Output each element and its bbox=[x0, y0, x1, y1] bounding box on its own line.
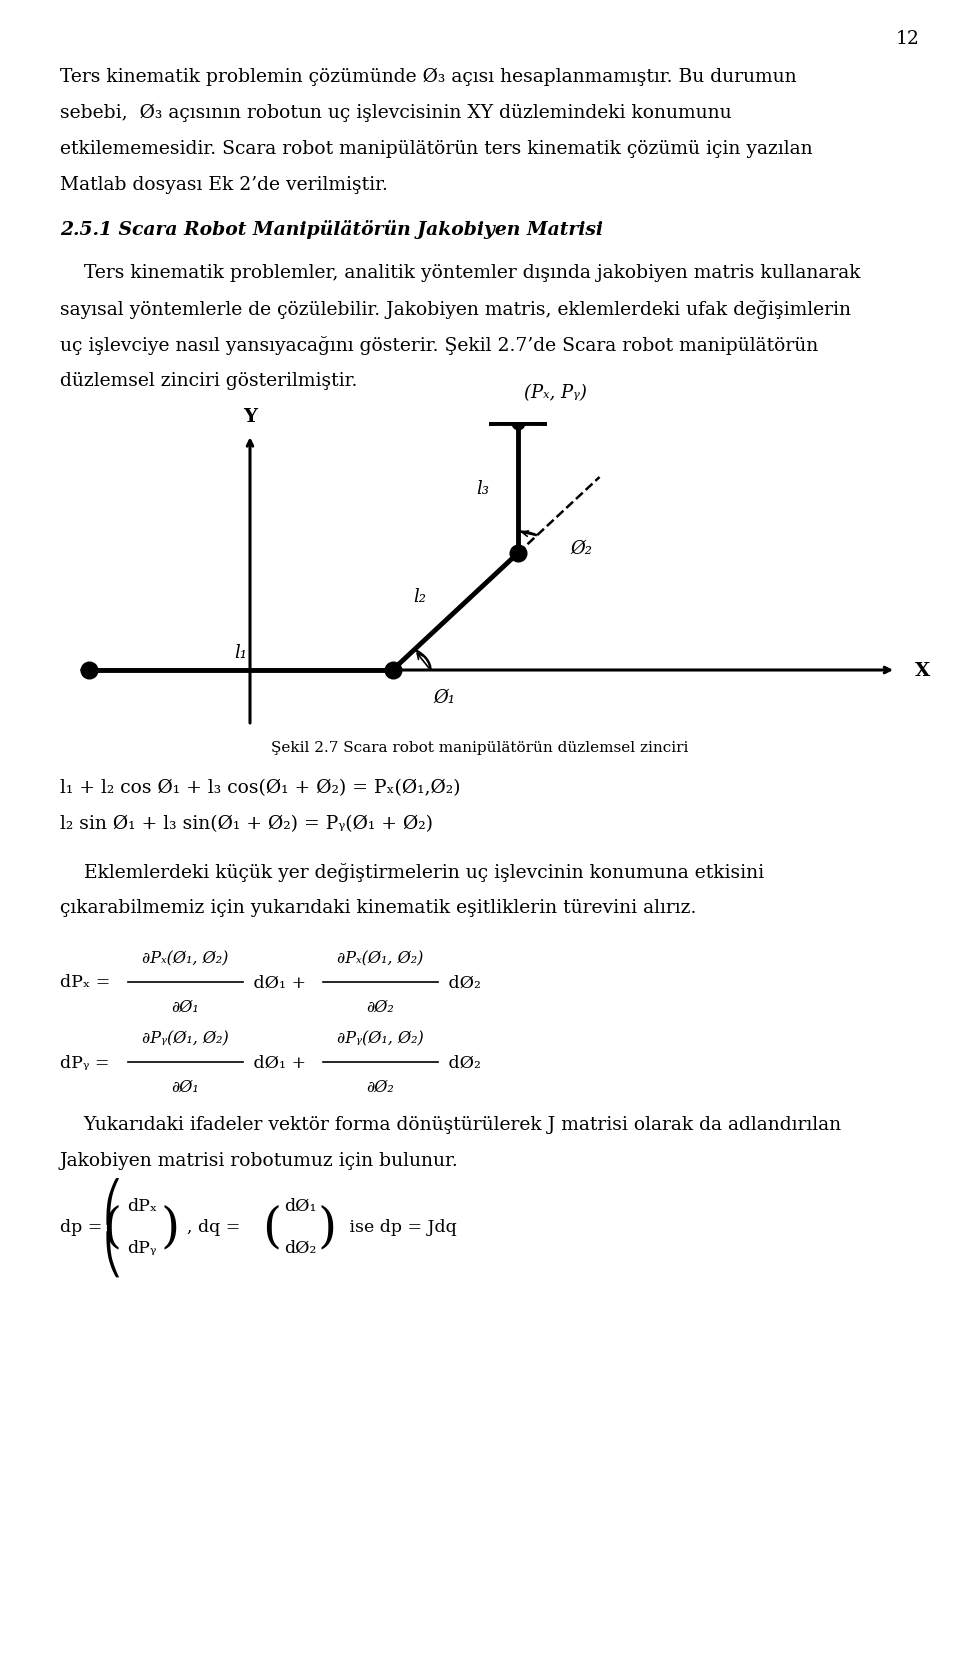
Text: Eklemlerdeki küçük yer değiştirmelerin uç işlevcinin konumuna etkisini: Eklemlerdeki küçük yer değiştirmelerin u… bbox=[60, 862, 764, 882]
Text: dPₓ =: dPₓ = bbox=[60, 973, 116, 990]
Text: l₂: l₂ bbox=[414, 587, 426, 606]
Text: ⎛
⎝: ⎛ ⎝ bbox=[103, 1176, 122, 1278]
Text: dPᵧ: dPᵧ bbox=[128, 1240, 156, 1256]
Text: (Pₓ, Pᵧ): (Pₓ, Pᵧ) bbox=[524, 384, 588, 403]
Text: dØ₁ +: dØ₁ + bbox=[248, 973, 312, 990]
Text: uç işlevciye nasıl yansıyacağını gösterir. Şekil 2.7’de Scara robot manipülätörü: uç işlevciye nasıl yansıyacağını gösteri… bbox=[60, 336, 818, 354]
Text: Ø₁: Ø₁ bbox=[434, 687, 456, 706]
Text: dPₓ: dPₓ bbox=[127, 1198, 157, 1215]
Text: sayısal yöntemlerle de çözülebilir. Jakobiyen matris, eklemlerdeki ufak değişiml: sayısal yöntemlerle de çözülebilir. Jako… bbox=[60, 300, 851, 319]
Text: ∂Ø₁: ∂Ø₁ bbox=[172, 998, 200, 1015]
Text: Matlab dosyası Ek 2’de verilmiştir.: Matlab dosyası Ek 2’de verilmiştir. bbox=[60, 176, 388, 195]
Text: etkilememesidir. Scara robot manipülätörün ters kinematik çözümü için yazılan: etkilememesidir. Scara robot manipülätör… bbox=[60, 140, 812, 158]
Text: ∂Ø₁: ∂Ø₁ bbox=[172, 1078, 200, 1095]
Text: ∂Pₓ(Ø₁, Ø₂): ∂Pₓ(Ø₁, Ø₂) bbox=[337, 950, 423, 967]
Text: düzlemsel zinciri gösterilmiştir.: düzlemsel zinciri gösterilmiştir. bbox=[60, 371, 357, 389]
Text: çıkarabilmemiz için yukarıdaki kinematik eşitliklerin türevini alırız.: çıkarabilmemiz için yukarıdaki kinematik… bbox=[60, 899, 696, 917]
Text: Jakobiyen matrisi robotumuz için bulunur.: Jakobiyen matrisi robotumuz için bulunur… bbox=[60, 1151, 459, 1170]
Text: dØ₁ +: dØ₁ + bbox=[248, 1053, 312, 1072]
Text: dØ₂: dØ₂ bbox=[443, 1053, 481, 1072]
Text: l₂ sin Ø₁ + l₃ sin(Ø₁ + Ø₂) = Pᵧ(Ø₁ + Ø₂): l₂ sin Ø₁ + l₃ sin(Ø₁ + Ø₂) = Pᵧ(Ø₁ + Ø₂… bbox=[60, 814, 433, 832]
Text: l₁: l₁ bbox=[234, 644, 247, 661]
Text: ): ) bbox=[318, 1203, 337, 1251]
Text: dPᵧ =: dPᵧ = bbox=[60, 1053, 115, 1072]
Text: l₃: l₃ bbox=[476, 479, 490, 498]
Text: (: ( bbox=[103, 1203, 122, 1251]
Text: (: ( bbox=[262, 1203, 281, 1251]
Text: ∂Pᵧ(Ø₁, Ø₂): ∂Pᵧ(Ø₁, Ø₂) bbox=[337, 1030, 424, 1047]
Text: Ø₂: Ø₂ bbox=[570, 539, 592, 557]
Text: Y: Y bbox=[243, 408, 257, 426]
Text: ): ) bbox=[160, 1203, 180, 1251]
Text: dp =: dp = bbox=[60, 1218, 108, 1236]
Text: ∂Pₓ(Ø₁, Ø₂): ∂Pₓ(Ø₁, Ø₂) bbox=[142, 950, 228, 967]
Text: 12: 12 bbox=[896, 30, 920, 48]
Text: ∂Ø₂: ∂Ø₂ bbox=[367, 998, 395, 1015]
Text: l₁ + l₂ cos Ø₁ + l₃ cos(Ø₁ + Ø₂) = Pₓ(Ø₁,Ø₂): l₁ + l₂ cos Ø₁ + l₃ cos(Ø₁ + Ø₂) = Pₓ(Ø₁… bbox=[60, 779, 461, 797]
Text: Ters kinematik problemler, analitik yöntemler dışında jakobiyen matris kullanara: Ters kinematik problemler, analitik yönt… bbox=[60, 265, 860, 281]
Text: dØ₁: dØ₁ bbox=[284, 1198, 316, 1215]
Text: 2.5.1 Scara Robot Manipülätörün Jakobiyen Matrisi: 2.5.1 Scara Robot Manipülätörün Jakobiye… bbox=[60, 220, 603, 240]
Text: ∂Ø₂: ∂Ø₂ bbox=[367, 1078, 395, 1095]
Text: dØ₂: dØ₂ bbox=[284, 1240, 316, 1256]
Text: sebebi,  Ø₃ açısının robotun uç işlevcisinin XY düzlemindeki konumunu: sebebi, Ø₃ açısının robotun uç işlevcisi… bbox=[60, 103, 732, 121]
Text: Yukarıdaki ifadeler vektör forma dönüştürülerek J matrisi olarak da adlandırılan: Yukarıdaki ifadeler vektör forma dönüştü… bbox=[60, 1115, 841, 1133]
Text: ise dp = Jdq: ise dp = Jdq bbox=[344, 1218, 457, 1236]
Text: Şekil 2.7 Scara robot manipülätörün düzlemsel zinciri: Şekil 2.7 Scara robot manipülätörün düzl… bbox=[272, 740, 688, 754]
Text: ∂Pᵧ(Ø₁, Ø₂): ∂Pᵧ(Ø₁, Ø₂) bbox=[142, 1030, 228, 1047]
Text: X: X bbox=[915, 662, 930, 679]
Text: Ters kinematik problemin çözümünde Ø₃ açısı hesaplanmamıştır. Bu durumun: Ters kinematik problemin çözümünde Ø₃ aç… bbox=[60, 68, 797, 87]
Text: dØ₂: dØ₂ bbox=[443, 973, 481, 990]
Text: , dq =: , dq = bbox=[187, 1218, 246, 1236]
